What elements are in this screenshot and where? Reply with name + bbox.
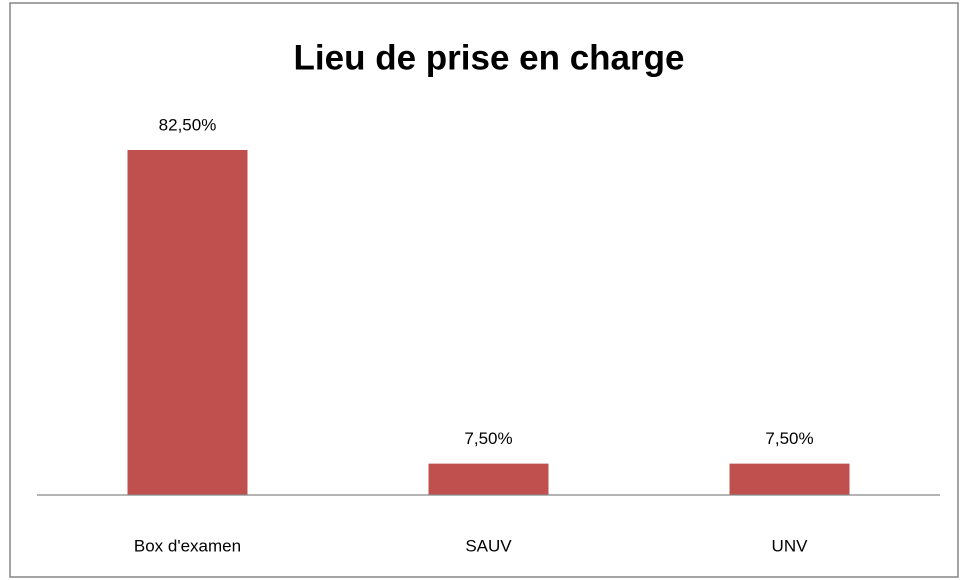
data-label: 7,50%	[765, 429, 813, 448]
bar	[729, 463, 850, 495]
data-label: 82,50%	[159, 115, 217, 134]
chart-title: Lieu de prise en charge	[294, 38, 685, 77]
x-tick-label: Box d'examen	[134, 536, 241, 555]
x-tick-label: SAUV	[465, 536, 512, 555]
bar	[127, 150, 248, 495]
data-label: 7,50%	[464, 429, 512, 448]
bar	[428, 463, 549, 495]
x-tick-label: UNV	[772, 536, 809, 555]
